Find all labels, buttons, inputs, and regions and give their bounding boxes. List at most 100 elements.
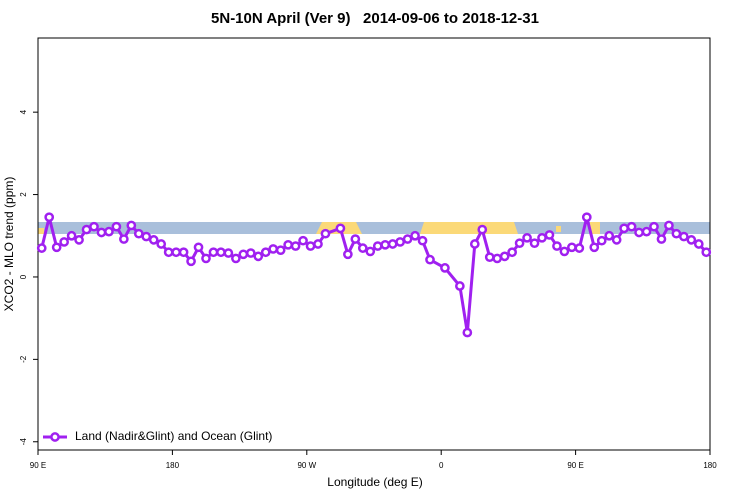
x-tick-label: 90 E	[30, 461, 46, 470]
point	[245, 248, 256, 258]
point	[410, 230, 420, 241]
point	[253, 251, 264, 262]
x-axis-label: Longitude (deg E)	[327, 475, 422, 489]
point	[96, 227, 107, 238]
point	[380, 239, 391, 250]
point	[477, 224, 488, 235]
point	[81, 224, 92, 235]
point	[357, 243, 368, 253]
point	[484, 252, 495, 263]
point	[417, 235, 428, 246]
point	[626, 221, 637, 232]
point	[111, 221, 122, 232]
point	[537, 232, 547, 243]
point	[290, 241, 301, 251]
point	[387, 239, 398, 249]
point	[283, 239, 293, 250]
point	[260, 247, 271, 258]
point	[89, 221, 99, 232]
point	[425, 254, 435, 265]
y-tick-label: 4	[19, 109, 28, 114]
x-tick-label: 180	[166, 461, 180, 470]
point	[440, 263, 450, 273]
point	[671, 228, 682, 239]
point	[119, 234, 129, 244]
land-band	[38, 222, 600, 234]
x-tick-label: 0	[439, 461, 444, 470]
y-axis-label: XCO2 - MLO trend (ppm)	[2, 177, 16, 312]
point	[343, 249, 353, 260]
point	[507, 247, 517, 258]
point	[201, 253, 211, 264]
point	[171, 247, 181, 258]
point	[163, 247, 174, 258]
point	[462, 327, 473, 338]
point	[133, 228, 144, 239]
point	[275, 245, 286, 256]
point	[350, 234, 361, 244]
point	[156, 239, 167, 249]
point	[469, 239, 480, 249]
point	[395, 237, 405, 247]
x-tick-label: 90 W	[297, 461, 316, 470]
point	[589, 242, 600, 253]
point	[186, 256, 196, 267]
point	[126, 220, 137, 231]
point	[74, 235, 84, 245]
point	[679, 231, 689, 242]
point	[552, 241, 562, 251]
point	[231, 253, 241, 264]
point	[104, 226, 114, 237]
point	[529, 238, 540, 249]
point	[581, 212, 592, 223]
legend-label: Land (Nadir&Glint) and Ocean (Glint)	[75, 429, 272, 443]
plot-frame	[37, 37, 711, 451]
point	[51, 242, 62, 253]
point	[619, 223, 629, 234]
point	[238, 249, 249, 260]
point	[193, 242, 204, 253]
x-tick-label: 90 E	[567, 461, 583, 470]
point	[402, 234, 413, 244]
y-tick-label: -2	[19, 355, 28, 363]
point	[66, 230, 77, 241]
point	[305, 241, 316, 251]
point	[223, 248, 234, 258]
point	[365, 246, 376, 257]
legend-marker	[50, 432, 60, 442]
point	[141, 231, 152, 242]
point	[544, 230, 555, 240]
point	[559, 246, 570, 257]
point	[320, 228, 331, 239]
point	[634, 227, 644, 238]
ocean-band	[38, 222, 710, 234]
point	[686, 235, 697, 245]
y-tick-label: 2	[19, 192, 28, 197]
point	[611, 235, 622, 245]
x-tick-label: 180	[703, 461, 717, 470]
point	[499, 251, 510, 262]
point	[178, 247, 189, 258]
point	[492, 253, 503, 264]
point	[604, 230, 615, 241]
point	[656, 234, 667, 244]
point	[664, 220, 674, 231]
point	[208, 247, 219, 258]
point	[44, 212, 55, 223]
point	[455, 281, 465, 291]
point	[596, 235, 607, 246]
point	[649, 221, 659, 232]
point	[216, 247, 226, 258]
point	[567, 242, 577, 253]
point	[335, 223, 346, 234]
point	[59, 237, 69, 247]
point	[641, 226, 652, 237]
chart-title: 5N-10N April (Ver 9) 2014-09-06 to 2018-…	[211, 10, 539, 27]
point	[514, 238, 525, 249]
y-tick-label: 0	[19, 274, 28, 279]
point	[522, 232, 532, 243]
point	[372, 241, 383, 251]
point	[36, 243, 47, 253]
point	[313, 239, 323, 249]
